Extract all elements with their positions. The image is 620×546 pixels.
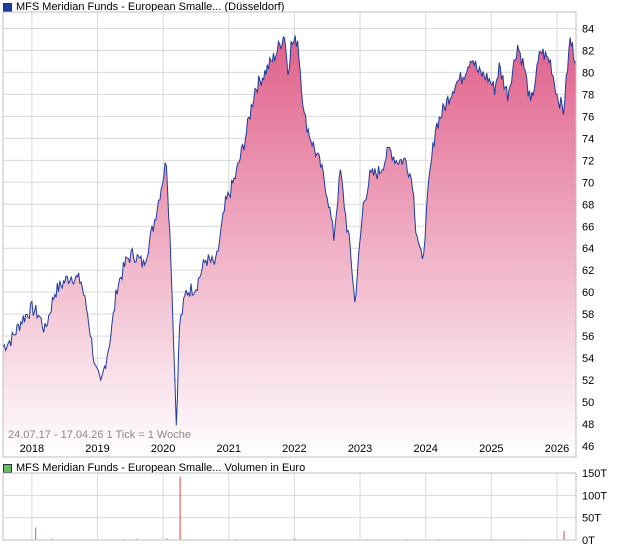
price-plot-frame xyxy=(2,11,577,458)
price-y-tick-label: 70 xyxy=(582,177,594,189)
x-tick-label: 2022 xyxy=(282,443,306,455)
price-y-tick-label: 58 xyxy=(582,309,594,321)
volume-y-tick-label: 150T xyxy=(582,468,607,480)
volume-y-axis: 0T 50T 100T 150T xyxy=(582,468,607,546)
price-y-tick-label: 64 xyxy=(582,243,594,255)
price-y-tick-label: 46 xyxy=(582,441,594,453)
price-legend-label: MFS Meridian Funds - European Smalle... … xyxy=(16,1,285,13)
range-text: 24.07.17 - 17.04.26 1 Tick = 1 Woche xyxy=(8,429,191,441)
price-y-tick-label: 66 xyxy=(582,221,594,233)
volume-legend-label: MFS Meridian Funds - European Smalle... … xyxy=(16,462,306,474)
price-y-axis: 46 48 50 52 54 56 58 60 62 64 66 68 70 72 74 76 78 80 82 84 xyxy=(582,23,594,453)
price-y-tick-label: 84 xyxy=(582,23,594,35)
volume-bar xyxy=(166,538,168,540)
volume-y-tick-label: 0T xyxy=(582,535,595,546)
x-tick-label: 2023 xyxy=(348,443,372,455)
x-tick-label: 2025 xyxy=(479,443,503,455)
price-y-tick-label: 62 xyxy=(582,265,594,277)
volume-legend: MFS Meridian Funds - European Smalle... … xyxy=(3,462,305,474)
price-y-tick-label: 50 xyxy=(582,397,594,409)
volume-legend-swatch xyxy=(3,463,12,473)
volume-bar xyxy=(563,531,565,540)
x-tick-label: 2020 xyxy=(151,443,175,455)
volume-bar xyxy=(179,476,181,540)
x-tick-label: 2024 xyxy=(413,443,437,455)
price-line xyxy=(2,35,577,426)
price-y-tick-label: 82 xyxy=(582,45,594,57)
price-y-tick-label: 56 xyxy=(582,331,594,343)
price-y-tick-label: 60 xyxy=(582,287,594,299)
volume-bar xyxy=(294,538,296,540)
volume-y-tick-label: 100T xyxy=(582,490,607,502)
price-y-tick-label: 74 xyxy=(582,133,594,145)
volume-bar xyxy=(136,538,138,540)
x-tick-label: 2021 xyxy=(217,443,241,455)
x-tick-label: 2026 xyxy=(545,443,569,455)
x-axis: 2018 2019 2020 2021 2022 2023 2024 2025 2026 xyxy=(20,443,570,455)
x-tick-label: 2019 xyxy=(85,443,109,455)
price-y-tick-label: 80 xyxy=(582,67,594,79)
volume-y-tick-label: 50T xyxy=(582,513,601,525)
price-legend: MFS Meridian Funds - European Smalle... … xyxy=(3,1,284,13)
price-y-tick-label: 52 xyxy=(582,375,594,387)
volume-plot-frame xyxy=(2,472,577,541)
price-legend-swatch xyxy=(3,2,12,12)
volume-bars xyxy=(35,476,565,540)
price-y-tick-label: 48 xyxy=(582,419,594,431)
volume-grid xyxy=(3,472,576,541)
price-area xyxy=(3,35,576,457)
price-y-tick-label: 78 xyxy=(582,89,594,101)
price-y-tick-label: 68 xyxy=(582,199,594,211)
price-y-tick-label: 72 xyxy=(582,155,594,167)
volume-bar xyxy=(35,527,37,540)
x-tick-label: 2018 xyxy=(20,443,44,455)
volume-bar xyxy=(51,538,53,540)
price-y-tick-label: 76 xyxy=(582,111,594,123)
price-y-tick-label: 54 xyxy=(582,353,594,365)
